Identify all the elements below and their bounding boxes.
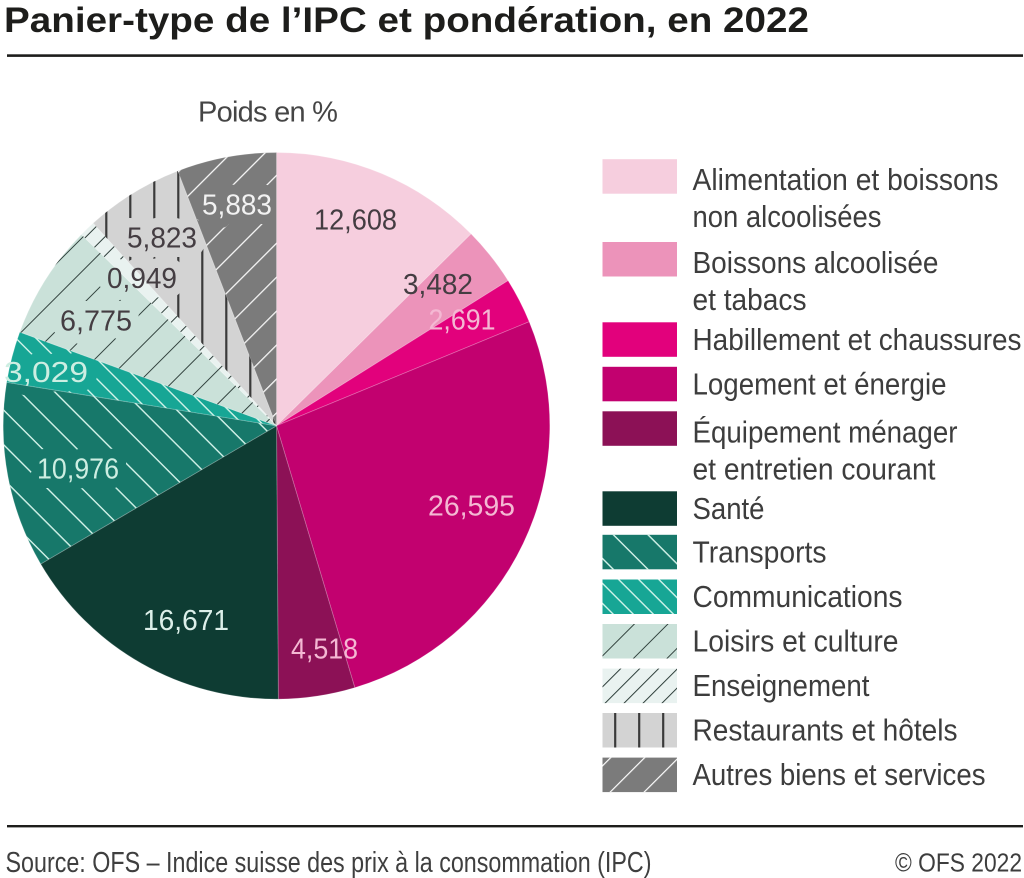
svg-text:16,671: 16,671 [143, 605, 229, 637]
svg-text:10,976: 10,976 [37, 454, 119, 486]
svg-text:Boissons alcoolisée: Boissons alcoolisée [693, 245, 939, 280]
svg-text:Restaurants et hôtels: Restaurants et hôtels [693, 713, 958, 748]
svg-text:Communications: Communications [693, 579, 903, 614]
svg-text:et tabacs: et tabacs [693, 282, 807, 317]
svg-text:2,691: 2,691 [429, 305, 496, 337]
svg-text:Alimentation et boissons: Alimentation et boissons [693, 162, 999, 197]
svg-text:Logement et énergie: Logement et énergie [693, 366, 947, 401]
svg-text:3,482: 3,482 [403, 269, 473, 301]
svg-text:Habillement et chaussures: Habillement et chaussures [693, 322, 1022, 357]
svg-text:5,823: 5,823 [127, 223, 197, 255]
svg-text:Autres biens et services: Autres biens et services [693, 757, 986, 792]
svg-text:4,518: 4,518 [291, 634, 358, 666]
svg-text:et entretien courant: et entretien courant [693, 451, 936, 486]
svg-text:3,029: 3,029 [4, 357, 88, 389]
svg-text:0,949: 0,949 [107, 263, 177, 295]
svg-text:Poids en %: Poids en % [198, 97, 337, 129]
svg-text:Source: OFS – Indice suisse de: Source: OFS – Indice suisse des prix à l… [6, 847, 652, 878]
svg-text:Équipement ménager: Équipement ménager [693, 414, 958, 449]
svg-text:5,883: 5,883 [202, 190, 272, 222]
svg-text:Panier-type de l’IPC et pondér: Panier-type de l’IPC et pondération, en … [4, 1, 809, 40]
svg-text:Santé: Santé [693, 491, 765, 526]
svg-text:Enseignement: Enseignement [693, 668, 870, 703]
svg-text:Loisirs et culture: Loisirs et culture [693, 624, 899, 659]
svg-text:12,608: 12,608 [314, 205, 397, 237]
svg-text:© OFS 2022: © OFS 2022 [895, 850, 1022, 878]
svg-text:non alcoolisées: non alcoolisées [693, 199, 882, 234]
svg-text:Transports: Transports [693, 534, 827, 569]
svg-text:6,775: 6,775 [60, 306, 132, 338]
svg-text:26,595: 26,595 [428, 491, 515, 523]
